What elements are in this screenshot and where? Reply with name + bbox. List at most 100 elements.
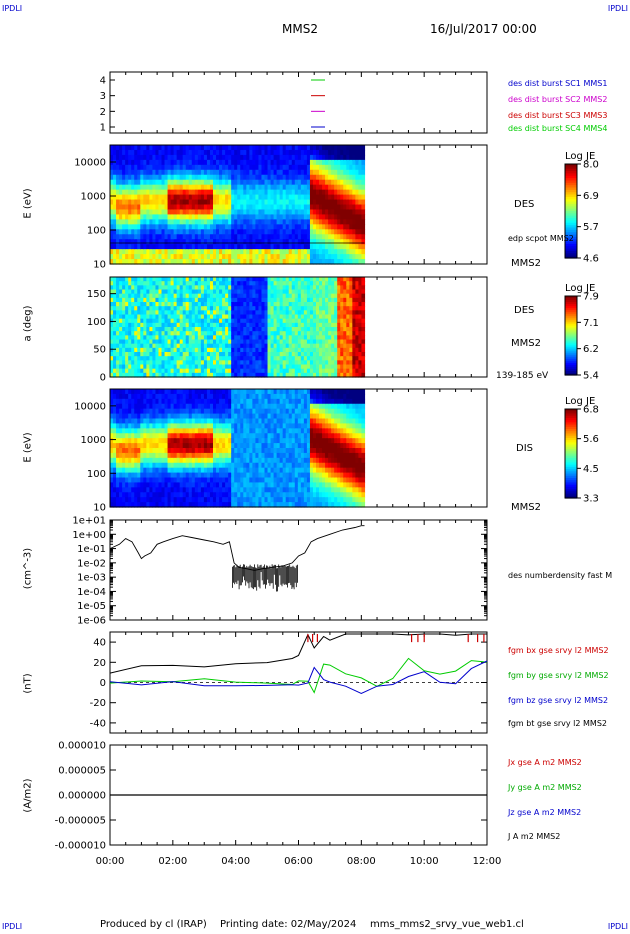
legend-j: J A m2 MMS2 <box>508 832 561 841</box>
y-tick-label-des-energy: 10 <box>93 260 106 271</box>
legend-burst-2: des dist burst SC2 MMS2 <box>508 95 608 104</box>
x-tick-label: 12:00 <box>473 856 502 867</box>
y-tick-label-field: -40 <box>90 718 106 729</box>
footer-produced: Produced by cl (IRAP) <box>100 919 207 930</box>
legend-bx: fgm bx gse srvy l2 MMS2 <box>508 646 609 655</box>
y-tick-label-field: 20 <box>93 658 106 669</box>
species-label-des-pitch: DES <box>514 305 535 316</box>
legend-burst-3: des dist burst SC3 MMS3 <box>508 111 608 120</box>
unit-label-des-energy: MMS2 <box>511 258 541 269</box>
y-tick-label-dis-energy: 100 <box>87 469 106 480</box>
ylabel-des-pitch: a (deg) <box>22 305 34 342</box>
legend-burst-1: des dist burst SC1 MMS1 <box>508 79 608 88</box>
y-tick-label-field: 0 <box>100 678 106 689</box>
panel-burst-frame <box>109 71 488 134</box>
corner-label-bl: IPDLI <box>2 922 23 931</box>
y-tick-label-current: 0.000000 <box>58 791 106 802</box>
colorbar-title-des-pitch: Log JE <box>565 283 596 294</box>
ylabel-current: (A/m2) <box>22 778 34 813</box>
legend-by: fgm by gse srvy l2 MMS2 <box>508 671 609 680</box>
panel-dis-energy-border <box>109 388 488 508</box>
field-series-bx <box>307 634 485 643</box>
ylabel-density: (cm^-3) <box>22 547 34 590</box>
x-tick-label: 00:00 <box>96 856 125 867</box>
y-tick-label-des-pitch: 100 <box>87 317 106 328</box>
x-tick-label: 10:00 <box>410 856 439 867</box>
field-series-bz <box>109 660 488 695</box>
y-tick-label-density: 1e-03 <box>77 573 106 584</box>
corner-label-br: IPDLI <box>607 922 628 931</box>
y-tick-label-current: -0.000005 <box>55 816 106 827</box>
colorbar-des-energy-label: 8.0 <box>583 160 599 171</box>
y-tick-label-des-energy: 10000 <box>74 158 106 169</box>
footer-printing-date: Printing date: 02/May/2024 <box>220 919 357 930</box>
colorbar-des-energy-label: 5.7 <box>583 222 599 233</box>
colorbar-dis-energy-label: 3.3 <box>583 494 599 505</box>
colorbar-des-energy-label: 6.9 <box>583 191 599 202</box>
colorbar-des-pitch <box>564 295 581 376</box>
y-tick-label-field: -20 <box>90 698 106 709</box>
y-tick-label-burst: 2 <box>100 107 106 118</box>
legend-burst-4: des dist burst SC4 MMS4 <box>508 124 608 133</box>
legend-density: des numberdensity fast M <box>508 571 613 580</box>
legend-bz: fgm bz gse srvy l2 MMS2 <box>508 696 609 705</box>
y-tick-label-density: 1e-05 <box>77 601 106 612</box>
colorbar-title-dis: Log JE <box>565 396 596 407</box>
panel-density-frame <box>109 519 488 621</box>
y-tick-label-dis-energy: 10 <box>93 503 106 514</box>
species-label-des: DES <box>514 199 535 210</box>
y-tick-label-density: 1e+00 <box>72 530 106 541</box>
colorbar-dis-energy-label: 4.5 <box>583 464 599 475</box>
y-tick-label-density: 1e+01 <box>72 516 106 527</box>
colorbar-dis-energy <box>564 408 581 499</box>
y-tick-label-dis-energy: 1000 <box>81 435 106 446</box>
corner-label-tr: IPDLI <box>607 4 628 13</box>
colorbar-dis-energy-label: 5.6 <box>583 434 599 445</box>
legend-bt: fgm bt gse srvy l2 MMS2 <box>508 719 607 728</box>
panel-des-pitch-border <box>109 276 488 378</box>
spacecraft-title: MMS2 <box>282 22 318 36</box>
ylabel-des-energy: E (eV) <box>22 188 34 219</box>
panel-des-energy-border <box>109 144 488 265</box>
y-tick-label-density: 1e-04 <box>77 587 106 598</box>
unit-label-dis: MMS2 <box>511 502 541 513</box>
spectrogram-disE <box>110 389 366 508</box>
y-tick-label-des-pitch: 150 <box>87 289 106 300</box>
colorbar-frame <box>564 408 578 499</box>
spectrogram-desP <box>110 277 366 378</box>
density-series <box>109 525 365 571</box>
x-tick-label: 06:00 <box>284 856 313 867</box>
y-tick-label-des-energy: 1000 <box>81 192 106 203</box>
colorbar-des-pitch-label: 7.9 <box>583 292 599 303</box>
y-tick-label-current: 0.000005 <box>58 766 106 777</box>
y-tick-label-des-pitch: 0 <box>100 373 106 384</box>
species-label-dis: DIS <box>516 443 533 454</box>
colorbar-des-pitch-label: 6.2 <box>583 344 599 355</box>
x-tick-label: 04:00 <box>221 856 250 867</box>
y-tick-label-burst: 3 <box>100 91 106 102</box>
y-tick-label-density: 1e-06 <box>77 616 106 627</box>
colorbar-frame <box>564 163 578 259</box>
y-tick-label-current: 0.000010 <box>58 741 106 752</box>
y-tick-label-des-pitch: 50 <box>93 345 106 356</box>
colorbar-title-des-energy: Log JE <box>565 151 596 162</box>
legend-jz: Jz gse A m2 MMS2 <box>508 808 582 817</box>
colorbar-des-energy-label: 4.6 <box>583 254 599 265</box>
y-tick-label-burst: 1 <box>100 123 106 134</box>
legend-jy: Jy gse A m2 MMS2 <box>508 783 582 792</box>
corner-label-tl: IPDLI <box>2 4 23 13</box>
field-series-by <box>109 657 488 694</box>
date-title: 16/Jul/2017 00:00 <box>430 22 537 36</box>
ylabel-dis-energy: E (eV) <box>22 432 34 463</box>
legend-jx: Jx gse A m2 MMS2 <box>508 758 582 767</box>
scpot-label: edp scpot MMS2 <box>508 234 574 243</box>
colorbar-des-energy <box>564 163 581 259</box>
y-tick-label-burst: 4 <box>100 76 106 87</box>
colorbar-frame <box>564 295 578 376</box>
x-tick-label: 02:00 <box>158 856 187 867</box>
ylabel-field: (nT) <box>22 673 34 694</box>
y-tick-label-density: 1e-01 <box>77 544 106 555</box>
colorbar-des-pitch-label: 7.1 <box>583 318 599 329</box>
